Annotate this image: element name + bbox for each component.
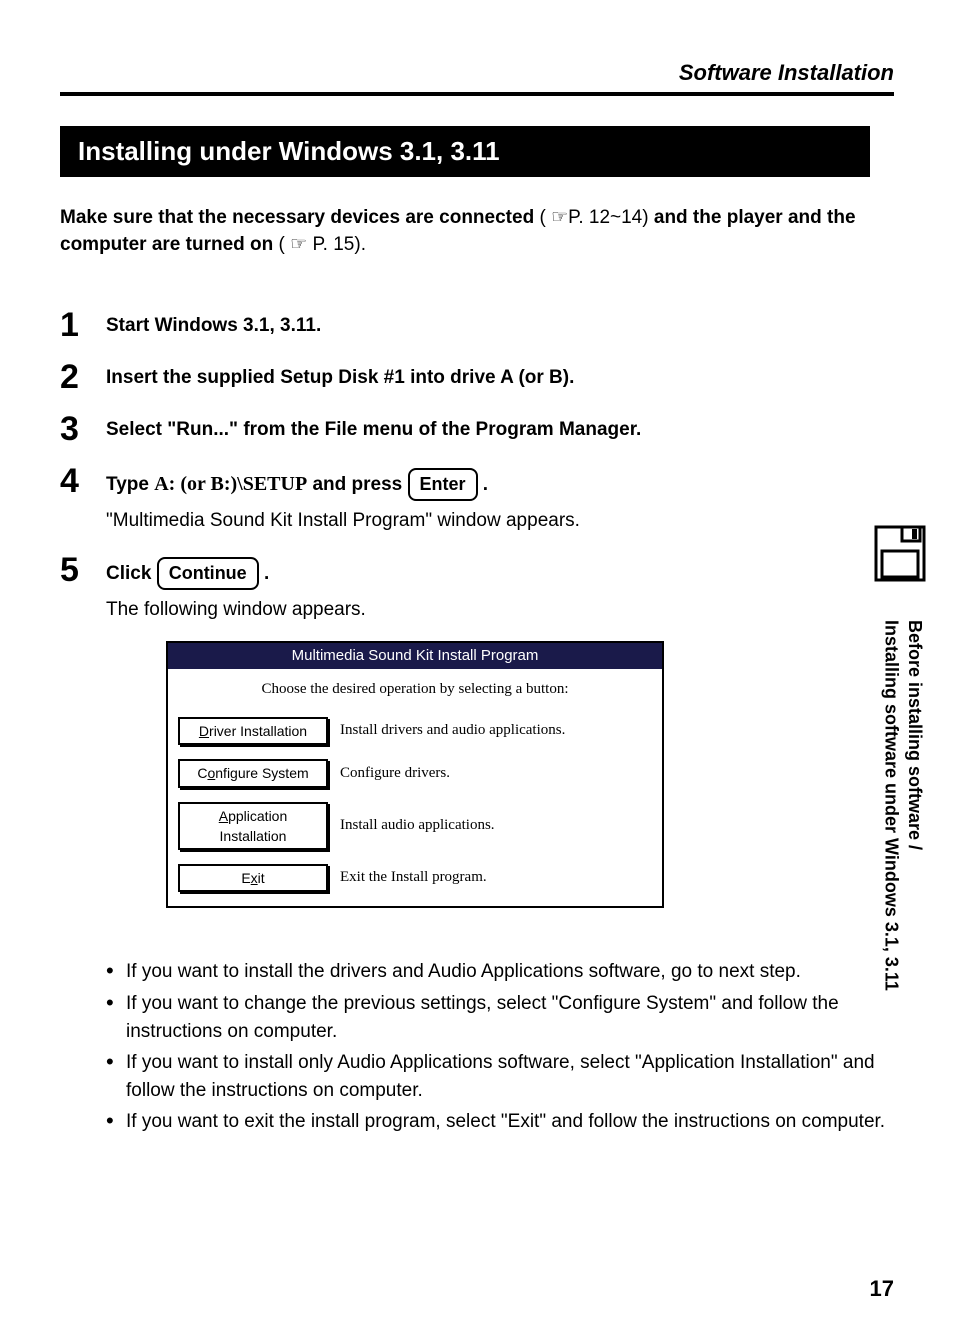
step-subtext: "Multimedia Sound Kit Install Program" w… bbox=[106, 507, 894, 535]
side-tab-line2: Installing software under Windows 3.1, 3… bbox=[882, 620, 902, 991]
side-tab: Before installing software / Installing … bbox=[879, 620, 926, 991]
step4-pre: Type bbox=[106, 474, 154, 495]
header-rule bbox=[60, 92, 894, 96]
enter-key: Enter bbox=[408, 468, 478, 501]
bullet-item: If you want to exit the install program,… bbox=[106, 1108, 894, 1136]
step-number: 3 bbox=[60, 412, 106, 446]
step-3: 3 Select "Run..." from the File menu of … bbox=[60, 412, 894, 446]
running-header: Software Installation bbox=[60, 60, 894, 86]
step4-command: A: (or B:)\SETUP bbox=[154, 473, 307, 495]
step-5: 5 Click Continue . The following window … bbox=[60, 553, 894, 1140]
step-heading: Click Continue . bbox=[106, 557, 894, 590]
bullet-item: If you want to change the previous setti… bbox=[106, 990, 894, 1045]
dialog-row-application: Application Installation Install audio a… bbox=[178, 802, 652, 851]
configure-system-button[interactable]: Configure System bbox=[178, 759, 328, 787]
step-heading: Select "Run..." from the File menu of th… bbox=[106, 416, 894, 444]
floppy-disk-icon bbox=[874, 525, 926, 582]
intro-bold-1: Make sure that the necessary devices are… bbox=[60, 207, 534, 228]
dialog-desc: Configure drivers. bbox=[340, 763, 450, 785]
bullet-item: If you want to install only Audio Applic… bbox=[106, 1049, 894, 1104]
step-number: 4 bbox=[60, 464, 106, 498]
option-bullets: If you want to install the drivers and A… bbox=[106, 958, 894, 1135]
dialog-row-driver: Driver Installation Install drivers and … bbox=[178, 717, 652, 745]
step-heading: Start Windows 3.1, 3.11. bbox=[106, 312, 894, 340]
step-1: 1 Start Windows 3.1, 3.11. bbox=[60, 308, 894, 342]
step-number: 2 bbox=[60, 360, 106, 394]
step5-pre: Click bbox=[106, 563, 157, 584]
intro-ref-1: ( ☞P. 12~14) bbox=[539, 207, 648, 228]
dialog-desc: Install audio applications. bbox=[340, 815, 495, 837]
driver-installation-button[interactable]: Driver Installation bbox=[178, 717, 328, 745]
continue-key: Continue bbox=[157, 557, 259, 590]
step-subtext: The following window appears. bbox=[106, 596, 894, 624]
step-heading: Insert the supplied Setup Disk #1 into d… bbox=[106, 364, 894, 392]
step-number: 5 bbox=[60, 553, 106, 587]
dialog-instruction: Choose the desired operation by selectin… bbox=[178, 679, 652, 701]
step-2: 2 Insert the supplied Setup Disk #1 into… bbox=[60, 360, 894, 394]
install-dialog: Multimedia Sound Kit Install Program Cho… bbox=[166, 641, 664, 908]
step4-post: . bbox=[478, 474, 489, 495]
bullet-item: If you want to install the drivers and A… bbox=[106, 958, 894, 986]
dialog-desc: Exit the Install program. bbox=[340, 867, 487, 889]
dialog-titlebar: Multimedia Sound Kit Install Program bbox=[168, 643, 662, 669]
step4-mid: and press bbox=[307, 474, 407, 495]
application-installation-button[interactable]: Application Installation bbox=[178, 802, 328, 851]
intro-paragraph: Make sure that the necessary devices are… bbox=[60, 205, 894, 258]
side-tab-line1: Before installing software / bbox=[905, 620, 925, 850]
step-4: 4 Type A: (or B:)\SETUP and press Enter … bbox=[60, 464, 894, 535]
step-number: 1 bbox=[60, 308, 106, 342]
section-title: Installing under Windows 3.1, 3.11 bbox=[60, 126, 870, 177]
step5-post: . bbox=[259, 563, 270, 584]
dialog-row-exit: Exit Exit the Install program. bbox=[178, 864, 652, 892]
intro-ref-2: ( ☞ P. 15). bbox=[279, 234, 366, 255]
dialog-desc: Install drivers and audio applications. bbox=[340, 720, 565, 742]
page-number: 17 bbox=[870, 1276, 894, 1302]
dialog-row-configure: Configure System Configure drivers. bbox=[178, 759, 652, 787]
exit-button[interactable]: Exit bbox=[178, 864, 328, 892]
step-heading: Type A: (or B:)\SETUP and press Enter . bbox=[106, 468, 894, 501]
